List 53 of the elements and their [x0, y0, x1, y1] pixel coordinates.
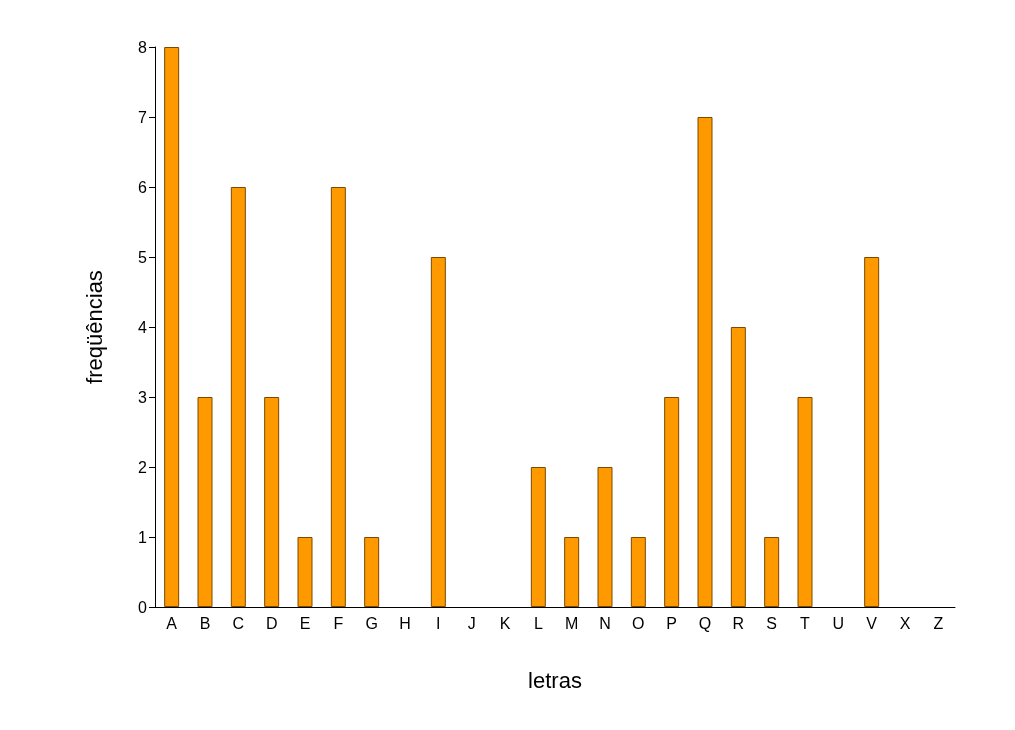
x-tick-label: U: [832, 614, 845, 632]
bar: [264, 397, 280, 607]
bar: [364, 537, 380, 607]
bar: [697, 117, 713, 607]
x-tick-label: T: [800, 614, 811, 632]
x-tick-label: F: [333, 614, 344, 632]
x-tick-label: V: [866, 614, 878, 632]
x-tick-label: M: [565, 614, 579, 632]
bar: [197, 397, 213, 607]
bar: [164, 47, 180, 607]
y-tick-label: 3: [138, 388, 148, 406]
x-tick-label: N: [599, 614, 611, 632]
x-axis-title: letras: [528, 667, 582, 693]
bar: [730, 327, 746, 607]
x-tick-label: R: [732, 614, 745, 632]
y-tick-label: 4: [138, 318, 148, 336]
x-tick-label: D: [265, 614, 278, 632]
y-tick-label: 6: [138, 178, 148, 196]
bar: [664, 397, 680, 607]
y-tick-label: 0: [138, 598, 148, 616]
x-tick-label: L: [533, 614, 543, 632]
y-tick-label: 5: [138, 248, 148, 266]
bar: [597, 467, 613, 607]
bar: [864, 257, 880, 607]
bar: [764, 537, 780, 607]
y-tick-label: 7: [138, 108, 148, 126]
x-tick-label: X: [899, 614, 911, 632]
x-tick-label: P: [666, 614, 677, 632]
x-tick-label: Q: [698, 614, 712, 632]
x-tick-label: I: [436, 614, 441, 632]
x-tick-label: C: [232, 614, 245, 632]
bar: [797, 397, 813, 607]
y-tick-label: 2: [138, 458, 148, 476]
bar: [630, 537, 646, 607]
bar: [430, 257, 446, 607]
bar: [230, 187, 246, 607]
x-tick-label: B: [199, 614, 211, 632]
x-tick-label: J: [467, 614, 476, 632]
x-tick-label: G: [365, 614, 378, 632]
bar: [297, 537, 313, 607]
bar: [330, 187, 346, 607]
bar: [564, 537, 580, 607]
bar: [530, 467, 546, 607]
x-tick-label: H: [399, 614, 411, 632]
x-tick-label: S: [766, 614, 777, 632]
x-tick-label: Z: [933, 614, 944, 632]
x-tick-label: A: [166, 614, 178, 632]
x-tick-label: K: [499, 614, 511, 632]
y-axis-title: freqüências: [81, 270, 107, 384]
y-tick-label: 8: [138, 38, 148, 56]
x-tick-label: E: [299, 614, 311, 632]
y-tick-label: 1: [138, 528, 148, 546]
x-tick-label: O: [632, 614, 645, 632]
